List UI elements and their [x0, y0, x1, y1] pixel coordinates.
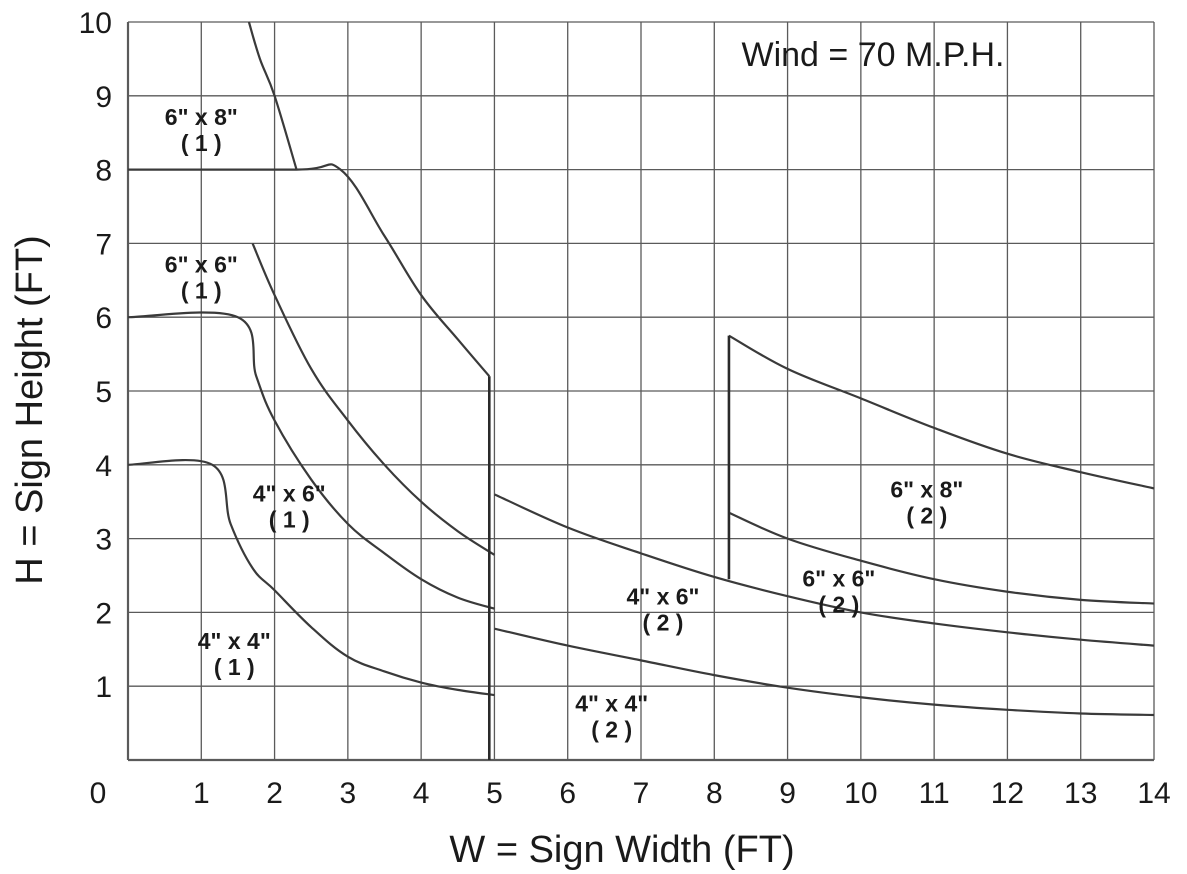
region-label-count: ( 2 )	[591, 717, 632, 743]
series-line	[127, 163, 491, 377]
region-label-size: 6" x 6"	[802, 565, 875, 591]
y-tick-label: 8	[95, 155, 112, 188]
x-tick-label: 0	[90, 777, 107, 810]
region-label-size: 4" x 4"	[198, 628, 271, 654]
wind-annotation: Wind = 70 M.P.H.	[742, 36, 1005, 74]
region-label-count: ( 1 )	[214, 654, 255, 680]
y-tick-label: 3	[95, 524, 112, 557]
series-line	[127, 459, 495, 697]
series-line	[494, 627, 1155, 717]
region-label-count: ( 1 )	[181, 130, 222, 156]
series-line	[493, 493, 1155, 647]
x-tick-label: 6	[559, 777, 576, 810]
region-label-count: ( 1 )	[269, 506, 310, 532]
x-tick-label: 10	[844, 777, 877, 810]
y-tick-label: 9	[95, 81, 112, 114]
y-tick-label: 7	[95, 228, 112, 261]
region-label-count: ( 2 )	[906, 503, 947, 529]
region-labels: 6" x 8"( 1 )6" x 6"( 1 )4" x 6"( 1 )4" x…	[165, 104, 963, 743]
x-tick-label: 4	[413, 777, 430, 810]
y-tick-label: 1	[95, 671, 112, 704]
y-axis-label: H = Sign Height (FT)	[9, 235, 51, 585]
x-tick-label: 7	[633, 777, 650, 810]
region-label-count: ( 2 )	[643, 610, 684, 636]
series-curves	[127, 21, 1155, 760]
region-label-size: 6" x 6"	[165, 252, 238, 278]
series-line	[127, 311, 495, 610]
y-tick-label: 10	[79, 7, 112, 40]
x-tick-label: 12	[991, 777, 1024, 810]
x-tick-label: 2	[266, 777, 283, 810]
series-line	[728, 334, 1155, 490]
y-tick-label: 2	[95, 597, 112, 630]
x-tick-label: 9	[779, 777, 796, 810]
x-tick-label: 5	[486, 777, 503, 810]
region-label-size: 6" x 8"	[890, 477, 963, 503]
x-tick-label: 8	[706, 777, 723, 810]
region-label-count: ( 2 )	[818, 591, 859, 617]
series-line	[251, 242, 496, 556]
x-tick-label: 1	[193, 777, 210, 810]
grid	[126, 21, 1155, 762]
region-label-size: 4" x 6"	[627, 584, 700, 610]
x-tick-label: 13	[1064, 777, 1097, 810]
y-tick-label: 4	[95, 450, 112, 483]
x-tick-label: 11	[919, 777, 950, 810]
x-tick-label: 3	[340, 777, 357, 810]
y-tick-label: 5	[95, 376, 112, 409]
x-tick-label: 14	[1137, 777, 1170, 810]
y-tick-label: 6	[95, 302, 112, 335]
region-label-size: 4" x 6"	[253, 480, 326, 506]
series-line	[728, 511, 1155, 605]
series-line	[247, 21, 298, 170]
region-label-count: ( 1 )	[181, 278, 222, 304]
region-label-size: 4" x 4"	[575, 691, 648, 717]
region-label-size: 6" x 8"	[165, 104, 238, 130]
x-axis-label: W = Sign Width (FT)	[449, 829, 794, 871]
